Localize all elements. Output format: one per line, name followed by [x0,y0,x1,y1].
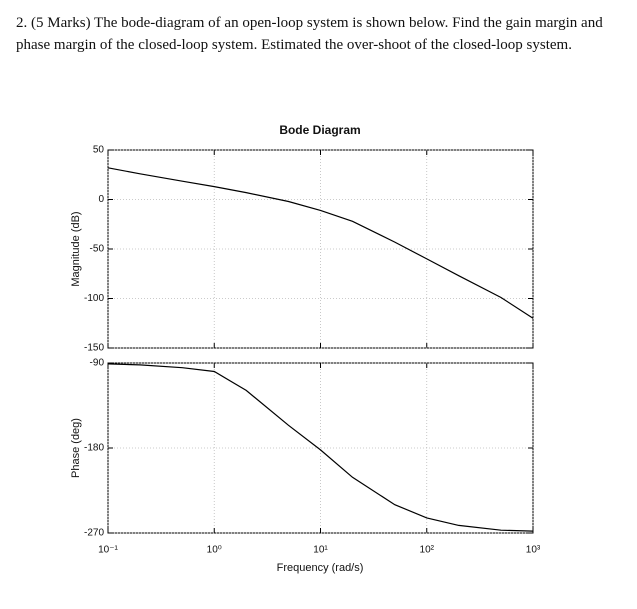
y-tick-label: -180 [84,443,104,454]
x-tick-label: 10² [420,545,435,556]
y-axis-label: Phase (deg) [70,418,82,478]
y-axis-label: Magnitude (dB) [70,211,82,286]
y-tick-label: -150 [84,343,104,354]
x-axis-label: Frequency (rad/s) [277,562,364,574]
y-tick-label: -50 [90,244,105,255]
question-text: 2. (5 Marks) The bode-diagram of an open… [16,15,603,53]
data-line [107,363,534,532]
y-tick-label: -90 [90,358,105,369]
y-tick-label: -100 [84,293,104,304]
x-tick-label: 10⁻¹ [98,545,118,556]
y-tick-label: 50 [93,145,105,156]
data-line [107,167,534,319]
y-tick-label: 0 [98,194,104,205]
y-tick-label: -270 [84,528,104,539]
chart-title: Bode Diagram [279,123,360,137]
x-tick-label: 10⁰ [207,545,222,556]
x-tick-label: 10³ [526,545,541,556]
x-tick-label: 10¹ [313,545,328,556]
